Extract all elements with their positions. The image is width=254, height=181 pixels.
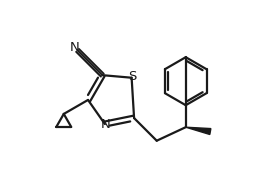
Polygon shape [186,127,211,134]
Text: N: N [101,117,111,131]
Text: N: N [70,41,80,54]
Text: S: S [129,70,137,83]
